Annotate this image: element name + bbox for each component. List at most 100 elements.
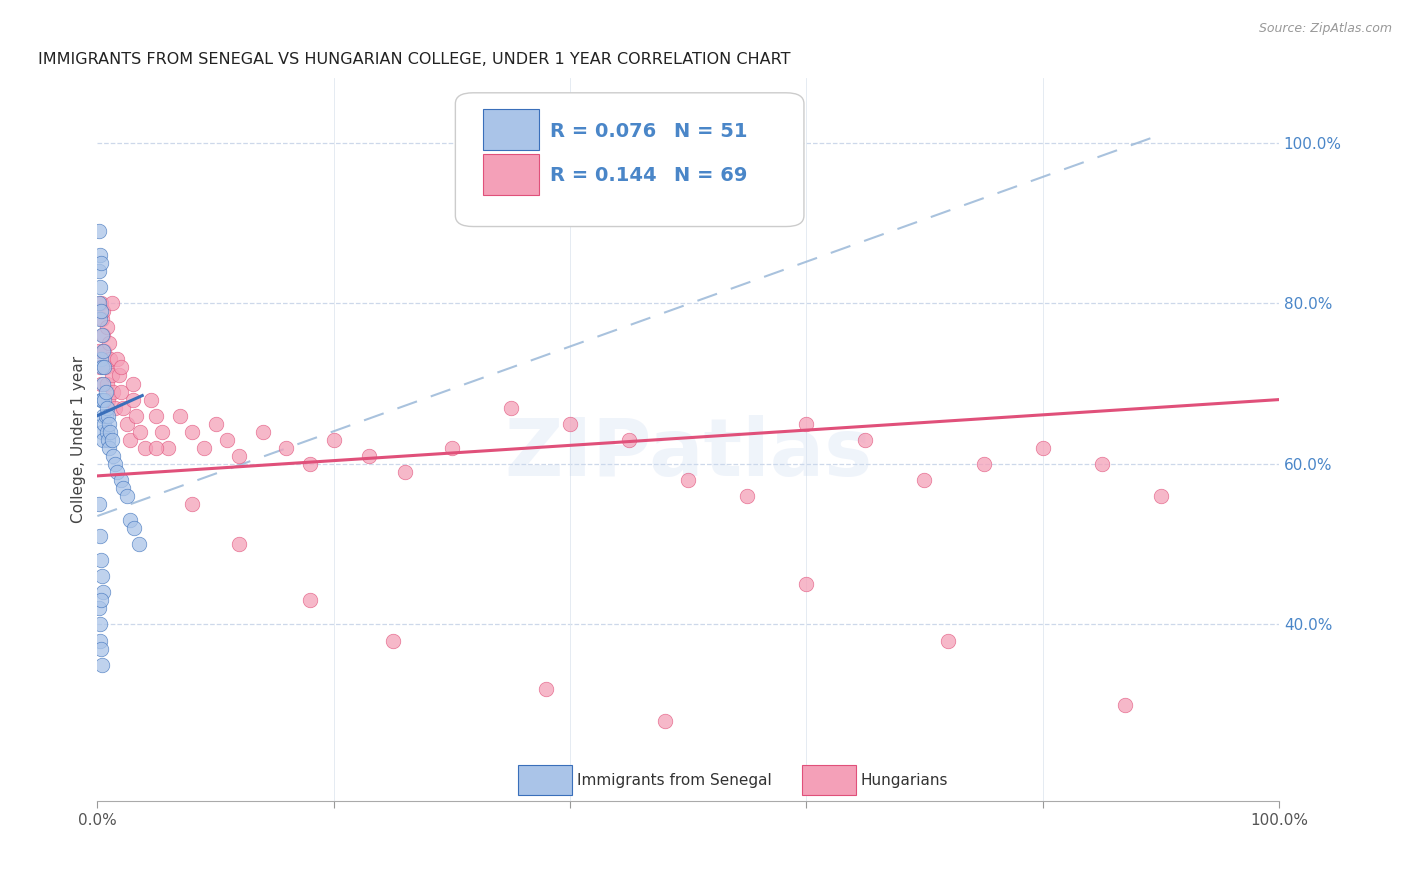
- Point: [1114, 698, 1136, 712]
- Text: Immigrants from Senegal: Immigrants from Senegal: [576, 773, 772, 789]
- Point: [97, 409, 120, 423]
- Point: [122, 521, 145, 535]
- Point: [91, 312, 114, 326]
- Point: [100, 433, 122, 447]
- Point: [217, 433, 239, 447]
- Point: [87, 296, 110, 310]
- Point: [204, 417, 226, 431]
- Point: [558, 417, 581, 431]
- Text: N = 51: N = 51: [673, 121, 748, 141]
- Point: [90, 296, 112, 310]
- Point: [617, 433, 640, 447]
- Point: [169, 409, 191, 423]
- Point: [157, 441, 180, 455]
- Point: [228, 449, 250, 463]
- Point: [98, 336, 121, 351]
- Point: [115, 489, 138, 503]
- Point: [94, 384, 117, 399]
- Point: [120, 433, 142, 447]
- Point: [90, 553, 112, 567]
- Point: [914, 473, 936, 487]
- Point: [499, 401, 522, 415]
- Point: [90, 376, 112, 391]
- Point: [973, 457, 995, 471]
- Point: [101, 449, 124, 463]
- Point: [96, 320, 118, 334]
- Point: [125, 409, 148, 423]
- Point: [150, 425, 173, 439]
- Point: [93, 417, 115, 431]
- Text: R = 0.076: R = 0.076: [550, 121, 657, 141]
- Point: [93, 344, 115, 359]
- Point: [112, 481, 135, 495]
- Point: [676, 473, 699, 487]
- Point: [107, 368, 129, 383]
- Point: [1032, 441, 1054, 455]
- Text: ZIPatlas: ZIPatlas: [503, 415, 872, 493]
- Point: [322, 433, 344, 447]
- Point: [139, 392, 162, 407]
- FancyBboxPatch shape: [456, 93, 804, 227]
- Point: [134, 441, 156, 455]
- Point: [107, 465, 129, 479]
- Point: [87, 344, 110, 359]
- Point: [104, 401, 127, 415]
- Point: [91, 360, 114, 375]
- Point: [101, 384, 124, 399]
- Point: [276, 441, 298, 455]
- Point: [121, 392, 143, 407]
- Point: [1150, 489, 1173, 503]
- Point: [90, 641, 112, 656]
- Point: [87, 601, 110, 615]
- Point: [145, 441, 167, 455]
- Point: [107, 352, 129, 367]
- Point: [794, 417, 817, 431]
- Point: [735, 489, 758, 503]
- Point: [121, 376, 143, 391]
- Point: [100, 368, 122, 383]
- Point: [90, 352, 112, 367]
- Point: [98, 417, 121, 431]
- Point: [89, 617, 111, 632]
- Point: [193, 441, 215, 455]
- Point: [90, 256, 112, 270]
- Point: [228, 537, 250, 551]
- Point: [128, 425, 150, 439]
- Point: [87, 497, 110, 511]
- Point: [536, 681, 558, 696]
- Point: [96, 401, 118, 415]
- Point: [96, 425, 118, 439]
- Point: [299, 457, 322, 471]
- Point: [112, 401, 135, 415]
- Point: [110, 384, 132, 399]
- Point: [180, 425, 202, 439]
- Point: [145, 409, 167, 423]
- Point: [89, 360, 111, 375]
- Point: [89, 248, 111, 262]
- Point: [89, 529, 111, 543]
- Point: [94, 360, 117, 375]
- Point: [91, 585, 114, 599]
- Point: [299, 593, 322, 607]
- Point: [91, 425, 114, 439]
- Point: [97, 392, 120, 407]
- Point: [94, 409, 117, 423]
- Point: [120, 513, 142, 527]
- Point: [91, 433, 114, 447]
- Point: [115, 417, 138, 431]
- Point: [98, 425, 121, 439]
- FancyBboxPatch shape: [482, 110, 540, 150]
- Point: [359, 449, 381, 463]
- Point: [440, 441, 463, 455]
- Point: [87, 224, 110, 238]
- Point: [91, 409, 114, 423]
- Point: [180, 497, 202, 511]
- Point: [104, 457, 127, 471]
- Point: [654, 714, 676, 728]
- Point: [87, 264, 110, 278]
- Text: N = 69: N = 69: [673, 167, 748, 186]
- Point: [91, 328, 114, 343]
- Point: [128, 537, 150, 551]
- Point: [98, 352, 121, 367]
- Point: [252, 425, 274, 439]
